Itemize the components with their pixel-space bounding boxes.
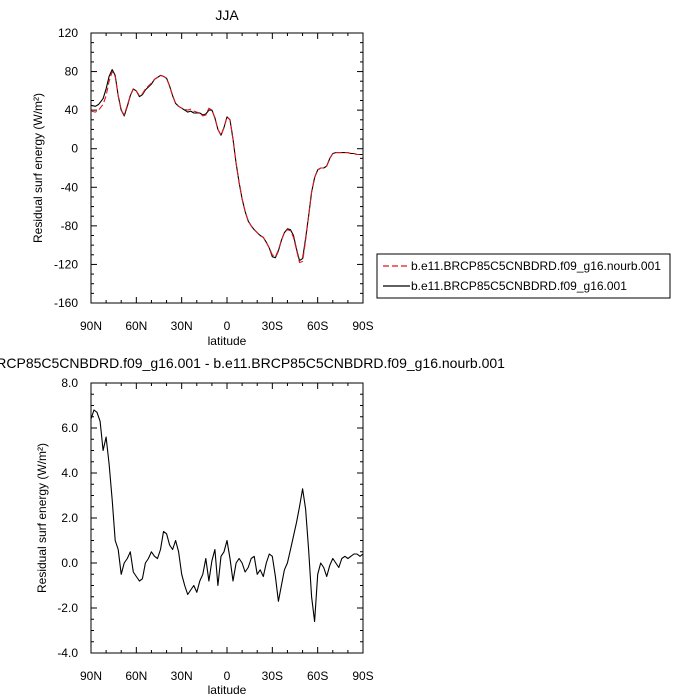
y-ticks: 120 80 40 0 -40 -80 -120 -160 [54, 26, 363, 310]
x-tick-label: 30S [262, 319, 283, 333]
chart-title: JJA [215, 7, 239, 23]
x-ticks: 90N 60N 30N 0 30S 60S 90S [80, 33, 374, 333]
y-tick-label: -4.0 [57, 646, 78, 660]
x-tick-label: 0 [224, 319, 231, 333]
y-tick-label: 0 [71, 142, 78, 156]
series-lines [90, 69, 363, 264]
series-lines [90, 409, 364, 623]
y-tick-label: -2.0 [57, 601, 78, 615]
y-tick-label: 2.0 [61, 511, 78, 525]
series-line-1 [90, 69, 363, 262]
x-tick-label: 90S [352, 669, 373, 683]
y-tick-label: 120 [58, 26, 78, 40]
x-tick-label: 60S [307, 319, 328, 333]
x-ticks: 90N 60N 30N 0 30S 60S 90S [80, 383, 374, 683]
chart-top: JJA 90N 60N 30N 0 30S 60S 90S 120 80 40 0 -40 -80 -1… [31, 7, 671, 348]
x-tick-label: 30S [262, 669, 283, 683]
y-tick-label: 4.0 [61, 466, 78, 480]
x-axis-label: latitude [208, 683, 247, 697]
x-tick-label: 60N [125, 319, 147, 333]
y-tick-label: 40 [65, 103, 79, 117]
series-line-0 [90, 409, 364, 623]
x-tick-label: 30N [171, 669, 193, 683]
y-tick-label: 8.0 [61, 376, 78, 390]
x-tick-label: 30N [171, 319, 193, 333]
y-tick-label: -120 [54, 257, 78, 271]
plot-frame [90, 382, 364, 654]
y-axis-label: Residual surf energy (W/m²) [31, 93, 45, 243]
series-line-0 [90, 71, 363, 264]
x-tick-label: 90N [80, 319, 102, 333]
y-tick-label: -40 [61, 180, 79, 194]
x-tick-label: 60S [307, 669, 328, 683]
legend-label-control: b.e11.BRCP85C5CNBDRD.f09_g16.001 [411, 279, 627, 293]
x-axis-label: latitude [208, 334, 247, 348]
x-tick-label: 60N [125, 669, 147, 683]
y-tick-label: 80 [65, 65, 79, 79]
y-axis-label: Residual surf energy (W/m²) [35, 443, 49, 593]
x-tick-label: 90S [352, 319, 373, 333]
chart-bottom: b.e11.BRCP85C5CNBDRD.f09_g16.001 - b.e11… [0, 355, 505, 697]
y-tick-label: -160 [54, 296, 78, 310]
chart-title: b.e11.BRCP85C5CNBDRD.f09_g16.001 - b.e11… [0, 355, 505, 371]
x-tick-label: 0 [224, 669, 231, 683]
y-tick-label: 0.0 [61, 556, 78, 570]
x-tick-label: 90N [80, 669, 102, 683]
legend-label-nourb: b.e11.BRCP85C5CNBDRD.f09_g16.nourb.001 [411, 259, 661, 273]
y-ticks: 8.0 6.0 4.0 2.0 0.0 -2.0 -4.0 [57, 376, 363, 660]
y-tick-label: 6.0 [61, 421, 78, 435]
legend-box [376, 253, 671, 299]
y-tick-label: -80 [61, 219, 79, 233]
legend: b.e11.BRCP85C5CNBDRD.f09_g16.nourb.001 b… [376, 253, 671, 299]
